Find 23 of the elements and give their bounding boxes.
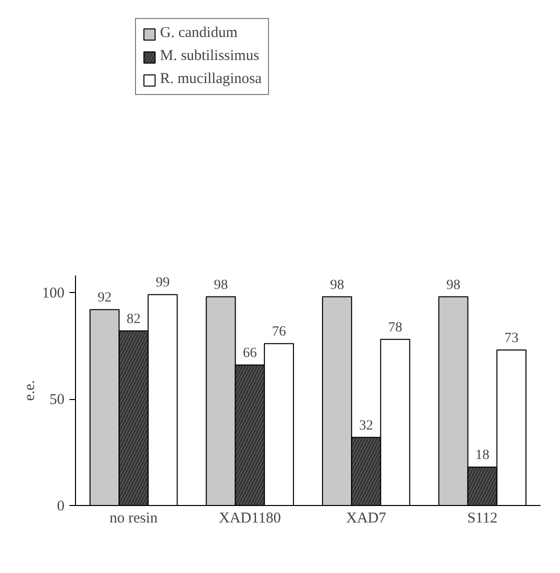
data-label: 32 <box>359 418 374 434</box>
data-label: 99 <box>156 276 170 291</box>
x-tick-label: S112 <box>467 510 498 526</box>
data-label: 98 <box>446 278 460 293</box>
data-label: 18 <box>475 448 490 464</box>
data-label: 76 <box>272 324 286 340</box>
y-axis-title: e.e. <box>22 380 38 401</box>
data-label: 73 <box>504 331 518 346</box>
data-label: 82 <box>126 312 141 327</box>
x-tick-label: XAD1180 <box>218 510 281 526</box>
x-tick-label: no resin <box>110 510 158 526</box>
data-label: 78 <box>388 320 402 336</box>
data-label: 66 <box>242 346 257 361</box>
legend-label: M. subtilissimus <box>160 48 260 65</box>
x-tick-label: XAD7 <box>346 510 387 526</box>
legend-label: R. mucillaginosa <box>160 71 262 88</box>
y-tick-label: 50 <box>50 392 64 408</box>
y-tick-label: 100 <box>42 286 64 302</box>
legend-label: G. candidum <box>160 25 238 42</box>
data-label: 98 <box>330 278 344 293</box>
y-tick-label: 0 <box>57 498 64 514</box>
data-label: 98 <box>214 278 228 293</box>
data-label: 92 <box>98 290 112 306</box>
